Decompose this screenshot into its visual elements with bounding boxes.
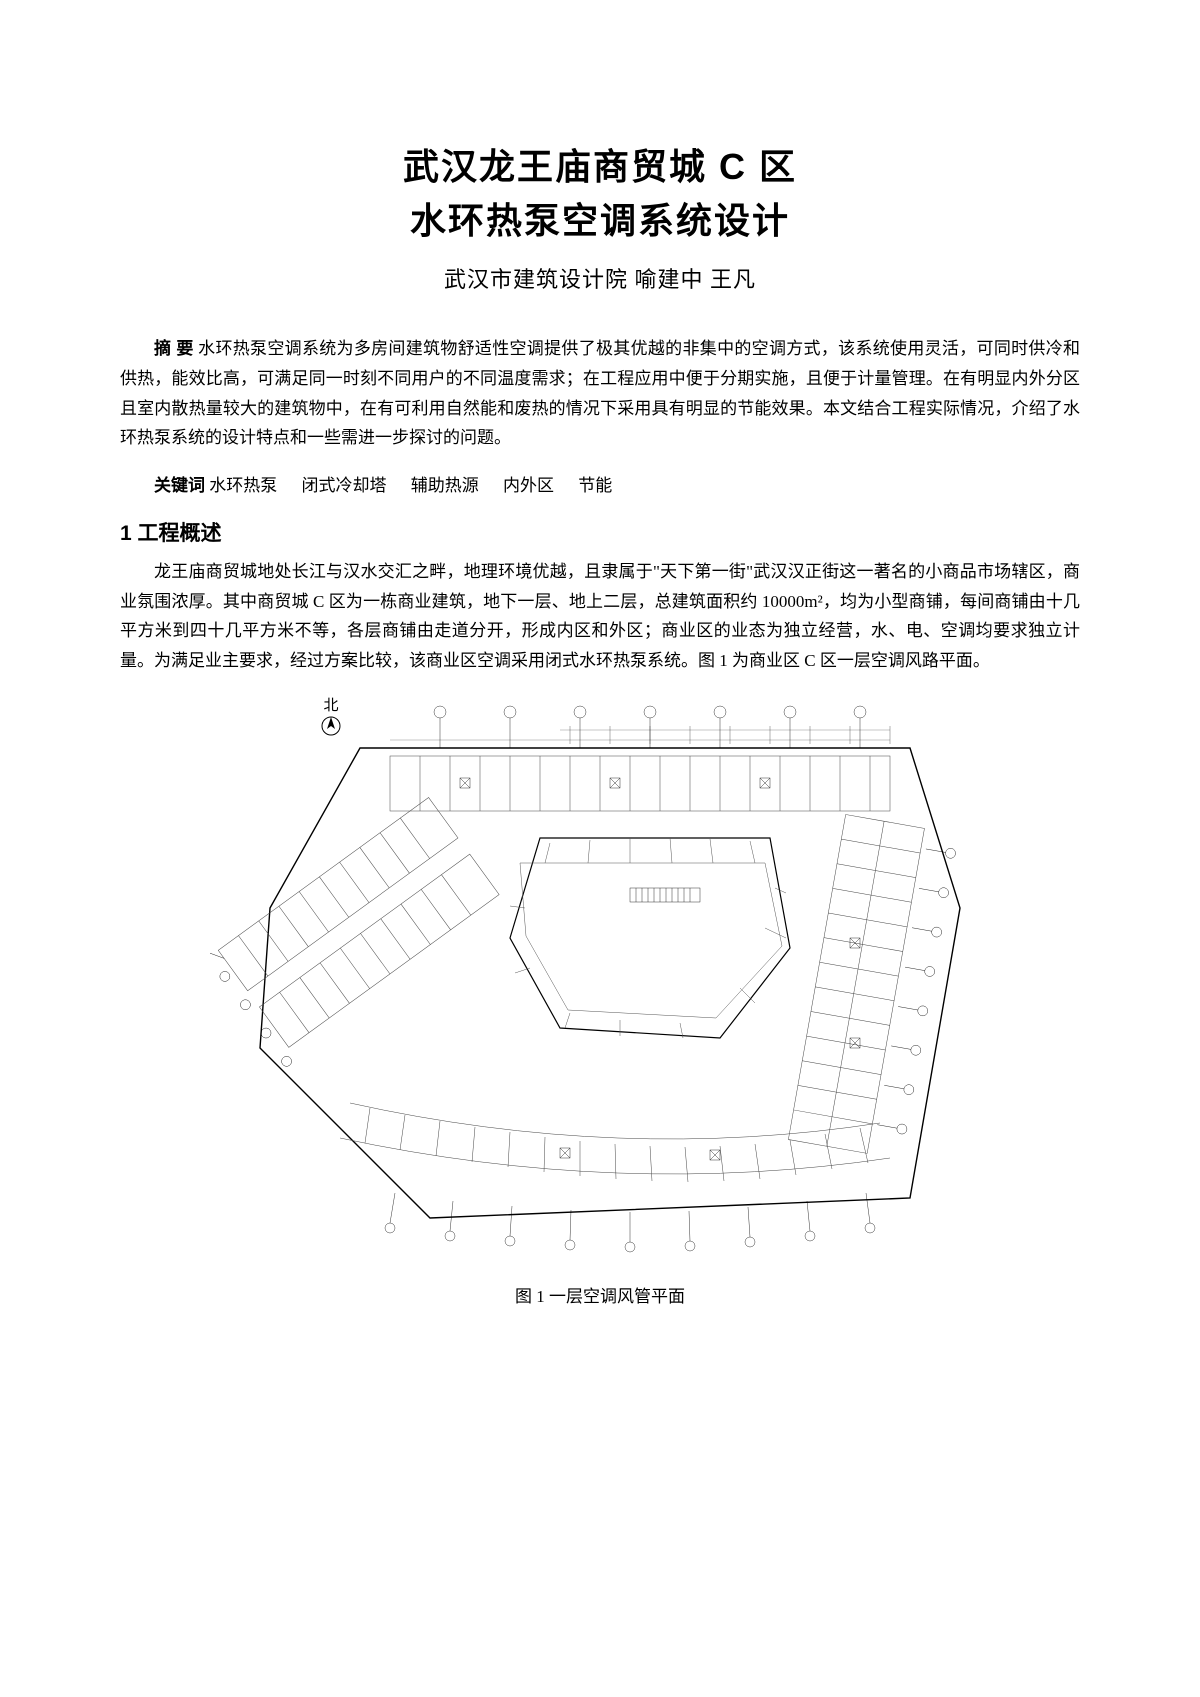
- title-line-2: 水环热泵空调系统设计: [120, 194, 1080, 248]
- north-label: 北: [320, 694, 342, 715]
- abstract-section: 摘 要 水环热泵空调系统为多房间建筑物舒适性空调提供了极其优越的非集中的空调方式…: [120, 334, 1080, 453]
- section-1-paragraph: 龙王庙商贸城地处长江与汉水交汇之畔，地理环境优越，且隶属于"天下第一街"武汉汉正…: [120, 557, 1080, 676]
- title-line-1: 武汉龙王庙商贸城 C 区: [120, 140, 1080, 194]
- abstract-paragraph: 摘 要 水环热泵空调系统为多房间建筑物舒适性空调提供了极其优越的非集中的空调方式…: [120, 334, 1080, 453]
- title-section: 武汉龙王庙商贸城 C 区 水环热泵空调系统设计 武汉市建筑设计院 喻建中 王凡: [120, 140, 1080, 294]
- section-1-body: 龙王庙商贸城地处长江与汉水交汇之畔，地理环境优越，且隶属于"天下第一街"武汉汉正…: [120, 557, 1080, 676]
- floorplan-diagram: 北: [210, 688, 990, 1258]
- abstract-text: 水环热泵空调系统为多房间建筑物舒适性空调提供了极其优越的非集中的空调方式，该系统…: [120, 339, 1080, 447]
- keyword-item: 辅助热源: [411, 476, 479, 495]
- keyword-item: 闭式冷却塔: [302, 476, 387, 495]
- keyword-item: 内外区: [503, 476, 554, 495]
- author-names: 喻建中 王凡: [635, 267, 757, 292]
- north-arrow-icon: [320, 715, 342, 737]
- author-institution: 武汉市建筑设计院: [444, 267, 628, 292]
- floorplan-svg: [210, 688, 990, 1258]
- north-indicator: 北: [320, 694, 342, 742]
- keywords-line: 关键词 水环热泵 闭式冷却塔 辅助热源 内外区 节能: [120, 471, 1080, 501]
- keywords-label: 关键词: [154, 476, 205, 495]
- figure-1-container: 北: [120, 688, 1080, 1307]
- keyword-item: 节能: [578, 476, 612, 495]
- keyword-item: 水环热泵: [209, 476, 277, 495]
- abstract-label: 摘 要: [154, 339, 194, 358]
- figure-1-caption: 图 1 一层空调风管平面: [515, 1282, 685, 1307]
- author-line: 武汉市建筑设计院 喻建中 王凡: [120, 262, 1080, 294]
- section-1-heading: 1 工程概述: [120, 517, 1080, 547]
